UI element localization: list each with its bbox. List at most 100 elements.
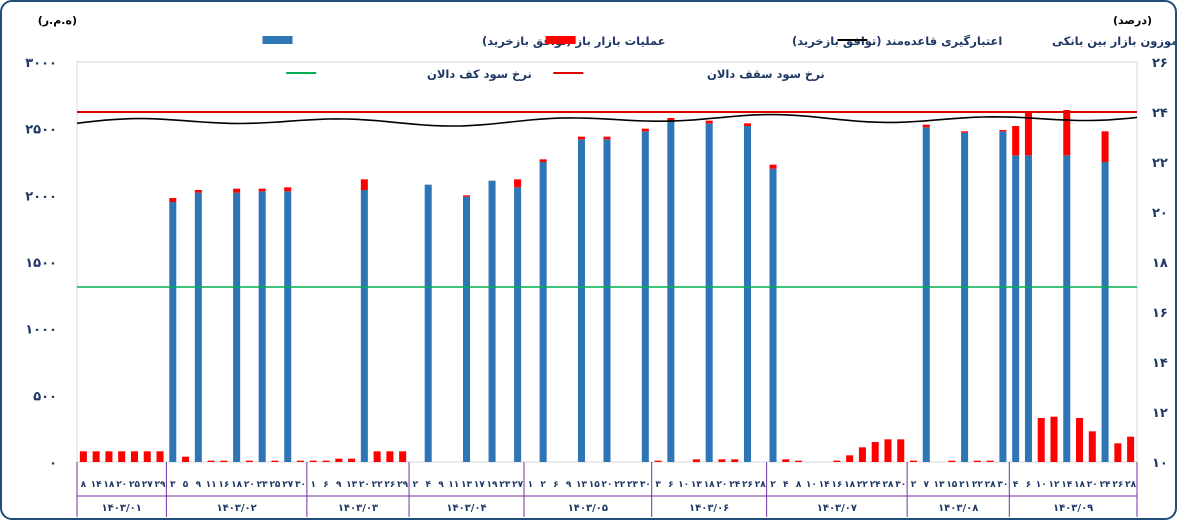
bar-standing-facility <box>1076 418 1084 462</box>
x-tick-label: ۱۴ <box>91 480 102 490</box>
x-tick-label: ۲۴ <box>729 480 740 490</box>
bar-standing-facility <box>348 458 356 462</box>
bar-open-market <box>1024 155 1032 463</box>
bar-standing-facility <box>986 460 994 462</box>
bar-standing-facility <box>667 118 675 121</box>
line-series <box>76 111 1138 288</box>
y-left-tick-label: ۲۰۰۰ <box>25 189 57 204</box>
x-tick-label: ۱۴ <box>1061 480 1072 490</box>
x-tick-label: ۱۳ <box>461 480 472 490</box>
x-tick-label: ۴ <box>1013 480 1019 490</box>
bar-open-market <box>769 168 777 462</box>
legend-label-corridor-ceiling: نرخ سود سقف دالان <box>707 67 825 82</box>
bar-standing-facility <box>130 451 138 462</box>
x-tick-label: ۳۰ <box>640 480 651 490</box>
x-tick-label: ۲۷ <box>142 480 153 490</box>
bar-standing-facility <box>271 460 279 462</box>
bar-standing-facility <box>284 187 292 192</box>
x-tick-label: ۲۹ <box>397 480 408 490</box>
bar-standing-facility <box>769 164 777 169</box>
bar-standing-facility <box>705 120 713 124</box>
bar-standing-facility <box>909 460 918 462</box>
interbank-rate-line <box>76 113 1138 127</box>
bar-open-market <box>360 190 368 462</box>
x-tick-label: ۱۸ <box>704 480 715 490</box>
x-tick-label: ۱۸ <box>103 480 114 490</box>
bar-standing-facility <box>335 458 343 462</box>
x-tick-label: ۲۳ <box>499 480 510 490</box>
x-tick-label: ۱۰ <box>678 480 689 490</box>
y-left-tick-label: ۲۵۰۰ <box>25 123 57 138</box>
x-tick-label: ۱۲ <box>1048 480 1059 490</box>
x-tick-label: ۳ <box>655 480 661 490</box>
x-tick-label: ۳ <box>170 480 176 490</box>
bar-open-market <box>705 123 713 462</box>
y-right-tick-label: ۱۴ <box>1152 356 1168 371</box>
x-tick-label: ۱۳ <box>576 480 587 490</box>
x-tick-label: ۶ <box>553 480 559 490</box>
bar-open-market <box>1063 155 1071 463</box>
month-label: ۱۴۰۳/۰۸ <box>938 503 978 514</box>
bar-standing-facility <box>846 455 854 462</box>
month-label: ۱۴۰۳/۰۶ <box>689 503 729 514</box>
bar-standing-facility <box>92 451 100 462</box>
x-tick-label: ۱۳ <box>691 480 702 490</box>
bar-open-market <box>743 126 751 462</box>
x-tick-label: ۲۰ <box>602 480 613 490</box>
x-tick-label: ۱۳ <box>346 480 357 490</box>
bar-standing-facility <box>1050 416 1058 462</box>
legend-label-interbank-rate: نرخ سود موزون بازار بین بانکی <box>1052 34 1175 49</box>
bar-standing-facility <box>833 460 841 462</box>
bar-standing-facility <box>718 459 726 462</box>
bar-open-market <box>194 192 202 462</box>
bar-open-market <box>999 131 1007 463</box>
bar-open-market <box>233 192 241 462</box>
bar-standing-facility <box>182 456 190 462</box>
bar-standing-facility <box>743 123 751 126</box>
x-tick-label: ۲۲ <box>372 480 383 490</box>
x-tick-label: ۱۵ <box>946 480 957 490</box>
y-right-tick-label: ۲۰ <box>1152 206 1168 221</box>
month-label: ۱۴۰۳/۰۷ <box>817 503 857 514</box>
bar-standing-facility <box>961 131 969 133</box>
x-tick-label: ۲۹ <box>155 480 166 490</box>
bar-standing-facility <box>79 451 87 462</box>
bar-standing-facility <box>373 451 381 462</box>
x-tick-label: ۷ <box>924 480 930 490</box>
x-tick-label: ۲۸ <box>985 480 996 490</box>
y-left-tick-label: ۱۵۰۰ <box>25 256 57 271</box>
bar-standing-facility <box>399 451 407 462</box>
month-label: ۱۴۰۳/۰۲ <box>216 503 256 514</box>
bar-standing-facility <box>999 130 1007 132</box>
bar-series <box>79 110 1135 463</box>
x-tick-label: ۹ <box>196 480 202 490</box>
bar-standing-facility <box>1127 436 1135 462</box>
x-tick-label: ۴ <box>425 480 431 490</box>
x-tick-label: ۳۰ <box>997 480 1008 490</box>
bar-open-market <box>424 184 432 462</box>
x-tick-label: ۲ <box>540 480 546 490</box>
bar-standing-facility <box>220 460 228 462</box>
bar-standing-facility <box>871 442 879 462</box>
bar-open-market <box>488 180 496 462</box>
bar-standing-facility <box>207 460 215 462</box>
x-tick-label: ۱۸ <box>844 480 855 490</box>
x-tick-label: ۲۵ <box>129 480 140 490</box>
bar-standing-facility <box>858 447 866 462</box>
bar-standing-facility <box>1037 418 1045 462</box>
x-tick-label: ۹ <box>438 480 444 490</box>
bar-open-market <box>284 191 292 463</box>
x-tick-label: ۵ <box>183 480 189 490</box>
bar-standing-facility <box>692 459 700 462</box>
x-tick-label: ۳۰ <box>895 480 906 490</box>
x-tick-label: ۲۶ <box>742 480 753 490</box>
bar-standing-facility <box>973 460 981 462</box>
bar-standing-facility <box>884 439 892 462</box>
y-right-tick-label: ۲۴ <box>1152 106 1168 121</box>
legend: عملیات بازار باز (توافق بازخرید)اعتبارگی… <box>262 34 1177 82</box>
bar-standing-facility <box>1101 131 1109 162</box>
x-tick-label: ۸ <box>796 480 802 490</box>
bar-standing-facility <box>1024 111 1032 156</box>
bar-standing-facility <box>795 460 803 462</box>
